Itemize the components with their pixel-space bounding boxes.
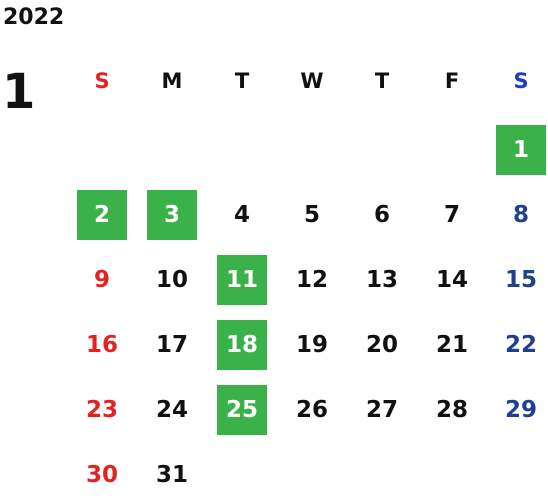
weekday-header: S bbox=[513, 69, 529, 93]
weekday-header: S bbox=[94, 69, 110, 93]
calendar-day: 27 bbox=[365, 397, 398, 423]
calendar-day: 6 bbox=[373, 202, 390, 228]
calendar-day-holiday: 11 bbox=[217, 255, 267, 305]
calendar-day: 24 bbox=[155, 397, 188, 423]
calendar-day: 26 bbox=[295, 397, 328, 423]
calendar-day: 13 bbox=[365, 267, 398, 293]
calendar-day: 31 bbox=[155, 462, 188, 488]
weekday-header: T bbox=[234, 69, 250, 93]
calendar-day: 22 bbox=[504, 332, 537, 358]
calendar-day-holiday: 3 bbox=[147, 190, 197, 240]
calendar-day: 17 bbox=[155, 332, 188, 358]
weekday-header: F bbox=[444, 69, 460, 93]
calendar-day: 5 bbox=[303, 202, 320, 228]
calendar-day: 29 bbox=[504, 397, 537, 423]
calendar-day: 23 bbox=[85, 397, 118, 423]
calendar-day: 7 bbox=[443, 202, 460, 228]
calendar-day: 20 bbox=[365, 332, 398, 358]
calendar-day: 21 bbox=[435, 332, 468, 358]
calendar-day-holiday: 1 bbox=[496, 125, 546, 175]
calendar-month: 1 bbox=[2, 64, 36, 120]
calendar-day: 15 bbox=[504, 267, 537, 293]
calendar-day: 9 bbox=[93, 267, 110, 293]
calendar-day: 12 bbox=[295, 267, 328, 293]
weekday-header: M bbox=[161, 69, 183, 93]
weekday-header: W bbox=[300, 69, 324, 93]
calendar-day-holiday: 25 bbox=[217, 385, 267, 435]
calendar-day: 30 bbox=[85, 462, 118, 488]
calendar-day: 4 bbox=[233, 202, 250, 228]
calendar-day: 19 bbox=[295, 332, 328, 358]
calendar-year: 2022 bbox=[3, 5, 65, 30]
calendar-day: 14 bbox=[435, 267, 468, 293]
calendar-day-holiday: 18 bbox=[217, 320, 267, 370]
calendar-day: 28 bbox=[435, 397, 468, 423]
calendar-day: 16 bbox=[85, 332, 118, 358]
calendar-day: 8 bbox=[512, 202, 529, 228]
calendar-day-holiday: 2 bbox=[77, 190, 127, 240]
calendar-day: 10 bbox=[155, 267, 188, 293]
weekday-header: T bbox=[374, 69, 390, 93]
